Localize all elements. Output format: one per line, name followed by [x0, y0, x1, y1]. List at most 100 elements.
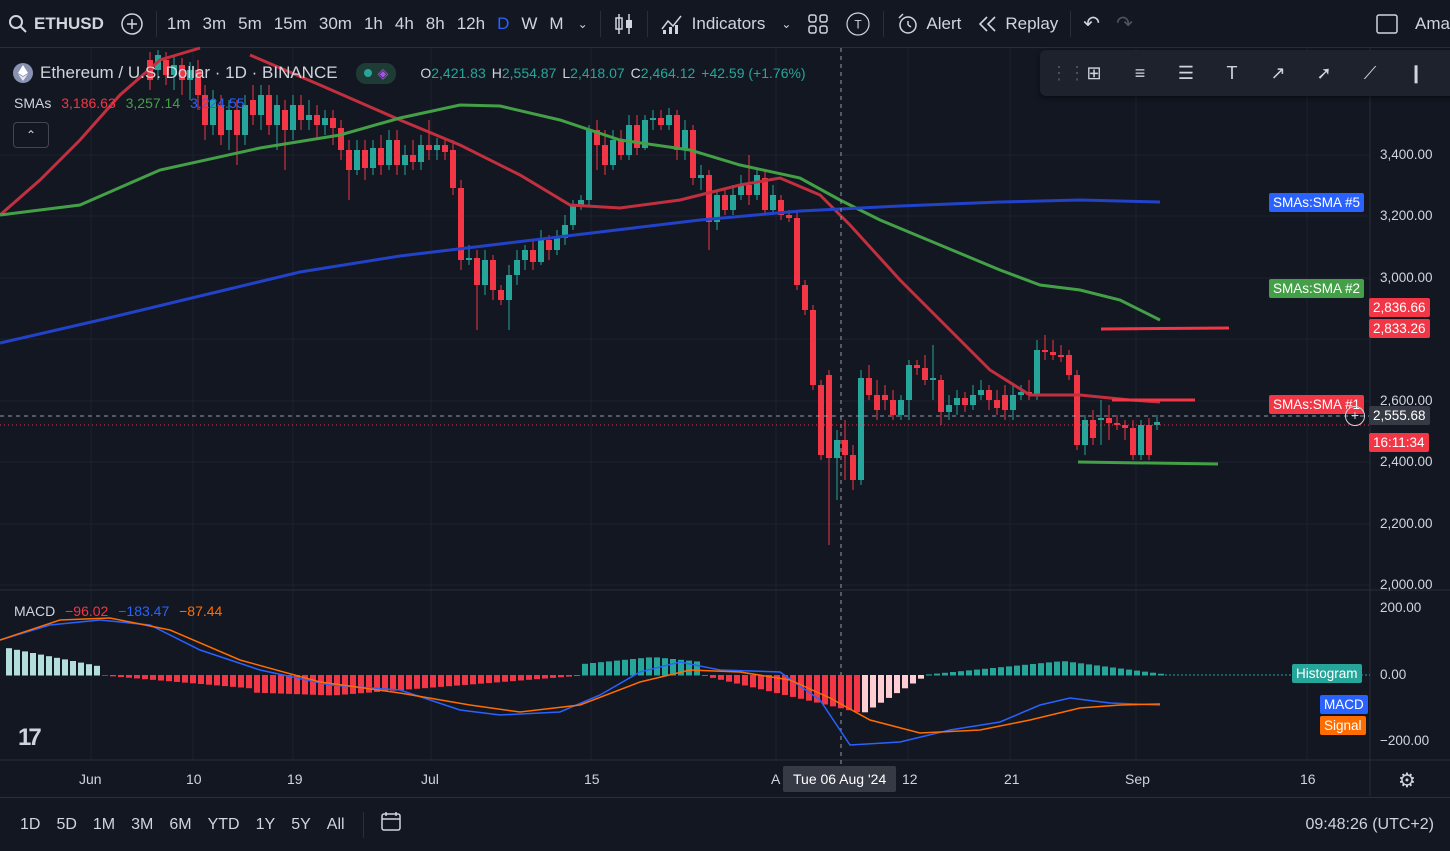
timeframe-1m[interactable]: 1m [166, 13, 191, 33]
layouts-button[interactable] [799, 0, 837, 47]
replay-button[interactable]: Replay [969, 0, 1066, 47]
open-value: 2,421.83 [431, 65, 486, 81]
timeframe-8h[interactable]: 8h [425, 13, 445, 33]
candle-body [179, 65, 185, 80]
arrow-tool-icon[interactable]: ➚ [1316, 62, 1332, 83]
trend-lines-icon[interactable]: ≡ [1134, 62, 1146, 83]
timeframe-m[interactable]: M [549, 13, 564, 33]
timeframe-d[interactable]: D [497, 13, 510, 33]
search-icon [9, 14, 27, 33]
candle-body [442, 145, 448, 152]
candle-body [426, 145, 432, 150]
range-ytd[interactable]: YTD [207, 815, 240, 833]
candle-body [1066, 355, 1072, 375]
timeframe-30m[interactable]: 30m [318, 13, 352, 33]
templates-button[interactable]: T [837, 0, 879, 47]
signal-line [0, 617, 1161, 734]
range-all[interactable]: All [326, 815, 345, 833]
chart-type-button[interactable] [605, 0, 643, 47]
candle-body [202, 95, 208, 125]
histogram-bar [366, 675, 372, 693]
candle-body [290, 105, 296, 130]
timeframe-5m[interactable]: 5m [238, 13, 262, 33]
vertical-line-icon[interactable]: ❙ [1408, 62, 1424, 83]
sma2-line [0, 103, 1161, 322]
drag-handle-icon[interactable]: ⋮⋮ [1050, 62, 1086, 83]
candle-body [1002, 395, 1008, 410]
histogram-bar [318, 675, 324, 696]
candle-body [266, 95, 272, 125]
template-icon: T [846, 11, 871, 36]
drawing-toolbar: ⋮⋮ ⊞ ≡ ☰ T ↗ ➚ ⟋ ❙ [1040, 50, 1450, 96]
text-tool-icon[interactable]: T [1226, 62, 1238, 83]
range-5d[interactable]: 5D [56, 815, 77, 833]
settings-gear-icon[interactable]: ⚙ [1398, 770, 1416, 792]
symbol-search[interactable]: ETHUSD [0, 0, 112, 47]
timeframe-dropdown[interactable]: ⌄ [570, 0, 596, 47]
alert-button[interactable]: Alert [888, 0, 969, 47]
range-1y[interactable]: 1Y [255, 815, 276, 833]
bottom-toolbar: 1D 5D 1M 3M 6M YTD 1Y 5Y All 09:48:26 (UTC+2) [0, 797, 1450, 851]
candle-body [834, 440, 840, 458]
candle-body [954, 398, 960, 405]
histogram-bar [726, 675, 732, 682]
candle-body [434, 145, 440, 150]
timeframe-w[interactable]: W [521, 13, 538, 33]
smas-legend[interactable]: SMAs 3,186.63 3,257.14 3,224.55 [14, 95, 245, 111]
timeframe-3m[interactable]: 3m [202, 13, 227, 33]
horizontal-lines-icon[interactable]: ☰ [1177, 62, 1195, 83]
redo-button[interactable]: ↷ [1108, 0, 1141, 47]
replay-label: Replay [1005, 13, 1059, 33]
candle-body [714, 195, 720, 222]
histogram-bar [174, 675, 180, 682]
range-3m[interactable]: 3M [131, 815, 154, 833]
indicators-dropdown[interactable]: ⌄ [773, 0, 799, 47]
histogram-bar [22, 651, 28, 676]
candle-body [602, 145, 608, 165]
goto-date-button[interactable] [374, 810, 410, 839]
range-1d[interactable]: 1D [20, 815, 41, 833]
timeframe-1h[interactable]: 1h [363, 13, 383, 33]
timeframe-4h[interactable]: 4h [394, 13, 414, 33]
histogram-bar [654, 657, 660, 676]
line-tool-icon[interactable]: ⟋ [1363, 62, 1377, 83]
histogram-bar [670, 659, 676, 676]
histogram-bar [558, 675, 564, 678]
histogram-bar [1022, 664, 1028, 676]
candle-body [195, 70, 201, 95]
timeframe-12h[interactable]: 12h [456, 13, 486, 33]
truncated-menu[interactable]: Ama [1407, 0, 1450, 47]
candle-body [402, 155, 408, 165]
ray-tool-icon[interactable]: ↗ [1270, 62, 1286, 83]
indicators-button[interactable]: Indicators [652, 0, 774, 47]
time-tick-label: 12 [902, 771, 918, 787]
candle-body [906, 365, 912, 400]
macd-legend[interactable]: MACD −96.02 −183.47 −87.44 [14, 603, 222, 619]
timeframe-15m[interactable]: 15m [273, 13, 307, 33]
histogram-bar [1126, 669, 1132, 676]
add-alert-icon[interactable]: + [1345, 406, 1365, 426]
collapse-legend-button[interactable]: ⌃ [13, 122, 49, 148]
price-hi2-tag: 2,833.26 [1369, 319, 1430, 338]
range-group: 1D 5D 1M 3M 6M YTD 1Y 5Y All [0, 816, 353, 834]
undo-button[interactable]: ↶ [1075, 0, 1108, 47]
price-tick-label: 2,000.00 [1380, 577, 1433, 592]
candle-body [570, 205, 576, 225]
histogram-bar [1094, 665, 1100, 676]
range-5y[interactable]: 5Y [291, 815, 311, 833]
candle-body [882, 395, 888, 400]
compare-button[interactable] [112, 0, 152, 47]
histogram-bar [1054, 661, 1060, 676]
candle-body [1082, 420, 1088, 445]
range-6m[interactable]: 6M [169, 815, 192, 833]
candle-body [490, 260, 496, 290]
histogram-bar [6, 648, 12, 676]
divider [646, 10, 648, 37]
fullscreen-button[interactable] [1367, 0, 1407, 47]
histogram-bar [214, 675, 220, 686]
crosshair-tool-icon[interactable]: ⊞ [1086, 62, 1102, 83]
range-1m[interactable]: 1M [92, 815, 116, 833]
histogram-bar [1006, 666, 1012, 676]
clock[interactable]: 09:48:26 (UTC+2) [1305, 815, 1434, 833]
